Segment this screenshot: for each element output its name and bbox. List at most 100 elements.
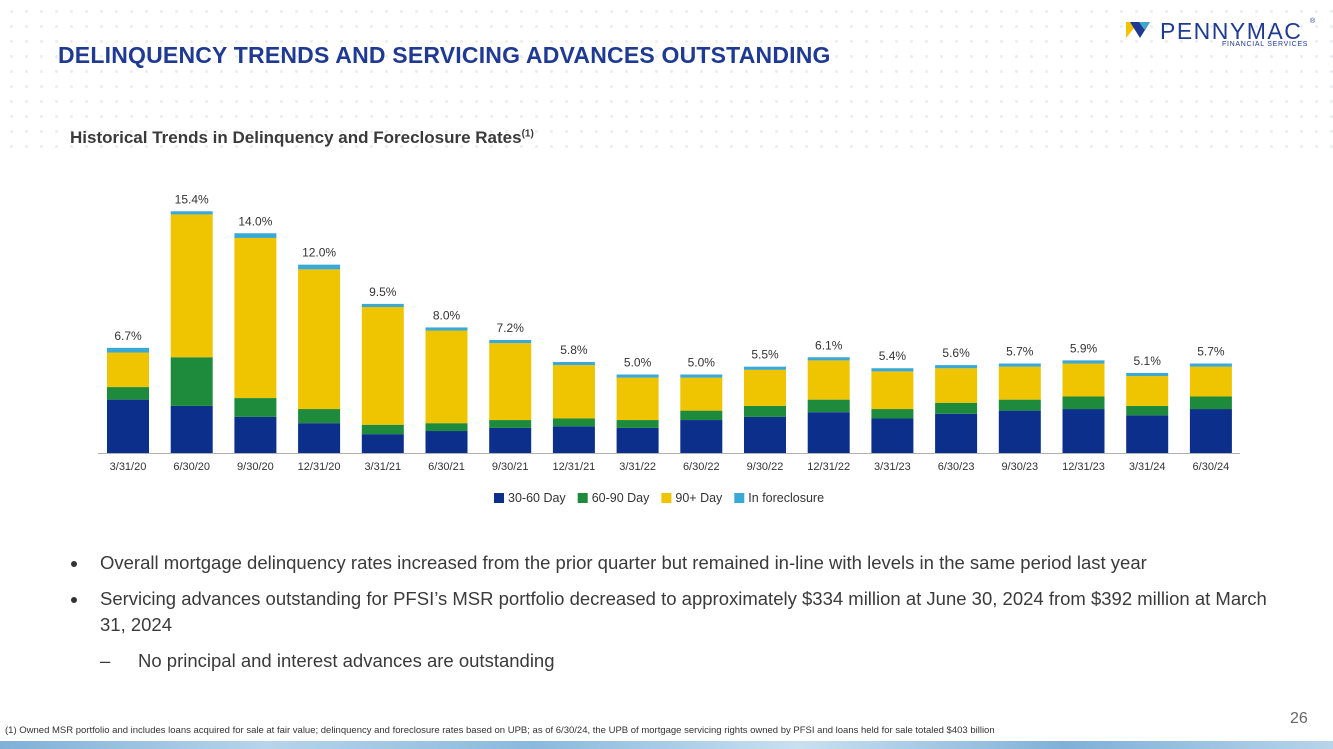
chart-subtitle-text: Historical Trends in Delinquency and For…	[70, 128, 522, 147]
bar-segment-30-60-day-5	[425, 431, 468, 453]
x-tick-label: 6/30/23	[938, 461, 975, 473]
bottom-decorative-band	[0, 741, 1333, 749]
page-number: 26	[1290, 710, 1308, 727]
bullet-item: Servicing advances outstanding for PFSI’…	[70, 586, 1290, 638]
bar-total-label: 9.5%	[369, 285, 397, 299]
x-tick-label: 12/31/21	[552, 461, 595, 473]
legend-label: In foreclosure	[748, 491, 824, 505]
logo-subtext: FINANCIAL SERVICES	[1222, 41, 1309, 48]
bar-total-label: 5.8%	[560, 343, 588, 357]
bar-segment-60-90-day-16	[1126, 405, 1169, 416]
bar-segment-30-60-day-6	[489, 427, 532, 453]
x-tick-label: 6/30/20	[173, 461, 210, 473]
x-tick-label: 6/30/24	[1193, 461, 1230, 473]
bar-segment-90-day-11	[807, 360, 850, 400]
bar-total-label: 6.1%	[815, 338, 843, 352]
bar-segment-90-day-13	[935, 368, 978, 403]
legend-swatch	[577, 493, 588, 503]
bar-segment-in-foreclosure-16	[1126, 372, 1169, 377]
bar-segment-90-day-14	[998, 366, 1041, 400]
bar-segment-60-90-day-4	[361, 424, 404, 435]
chart-subtitle: Historical Trends in Delinquency and For…	[70, 128, 534, 148]
x-tick-label: 3/31/23	[874, 461, 911, 473]
bar-segment-in-foreclosure-5	[425, 327, 468, 331]
bar-segment-in-foreclosure-11	[807, 357, 850, 361]
bar-segment-60-90-day-15	[1062, 396, 1105, 410]
bar-segment-60-90-day-11	[807, 399, 850, 413]
bar-segment-in-foreclosure-4	[361, 303, 404, 308]
bar-total-label: 5.0%	[624, 356, 652, 370]
bar-segment-30-60-day-15	[1062, 409, 1105, 453]
bar-segment-60-90-day-12	[871, 409, 914, 419]
bar-segment-30-60-day-2	[234, 416, 277, 453]
sub-bullet-text: No principal and interest advances are o…	[138, 650, 555, 671]
bar-segment-30-60-day-16	[1126, 415, 1169, 453]
bar-segment-in-foreclosure-9	[680, 374, 723, 378]
bar-total-label: 5.9%	[1070, 341, 1098, 355]
bar-segment-90-day-0	[107, 352, 149, 388]
bar-segment-30-60-day-0	[107, 399, 149, 453]
x-tick-label: 9/30/22	[747, 461, 784, 473]
sub-bullet-item: – No principal and interest advances are …	[70, 648, 1290, 674]
x-tick-label: 12/31/22	[807, 461, 850, 473]
legend-label: 60-90 Day	[592, 491, 650, 505]
x-tick-label: 9/30/21	[492, 461, 529, 473]
logo-registered-mark: ®	[1310, 18, 1316, 25]
bar-segment-90-day-4	[361, 307, 404, 425]
bar-segment-90-day-2	[234, 237, 277, 399]
bar-segment-in-foreclosure-1	[170, 211, 213, 215]
bar-segment-30-60-day-13	[935, 413, 978, 453]
bar-total-label: 6.7%	[114, 329, 142, 343]
bar-segment-90-day-17	[1189, 366, 1232, 397]
bar-segment-60-90-day-6	[489, 420, 532, 428]
background-dot-pattern	[0, 0, 1333, 160]
bar-segment-60-90-day-5	[425, 423, 468, 432]
bar-segment-60-90-day-8	[616, 420, 659, 428]
bullet-item: Overall mortgage delinquency rates incre…	[70, 550, 1290, 576]
bar-segment-30-60-day-12	[871, 418, 914, 453]
x-tick-label: 3/31/22	[619, 461, 656, 473]
bar-segment-in-foreclosure-8	[616, 374, 659, 378]
bar-segment-in-foreclosure-10	[744, 366, 786, 370]
bar-total-label: 5.7%	[1197, 345, 1225, 359]
bar-segment-60-90-day-17	[1189, 396, 1232, 410]
delinquency-chart: 6.7% 3/31/20 15.4% 6/30/20 14.0% 9/30/20 12.0%…	[98, 192, 1240, 505]
x-tick-label: 9/30/20	[237, 461, 274, 473]
bar-segment-60-90-day-2	[234, 398, 277, 417]
x-tick-label: 6/30/21	[428, 461, 465, 473]
bar-segment-90-day-5	[425, 330, 468, 424]
bar-segment-60-90-day-1	[170, 357, 213, 406]
sub-bullet-dash: –	[100, 650, 111, 671]
bar-segment-90-day-16	[1126, 376, 1169, 406]
bar-segment-60-90-day-7	[552, 418, 595, 427]
bar-segment-in-foreclosure-7	[552, 361, 595, 366]
bar-segment-in-foreclosure-0	[107, 347, 149, 353]
bar-total-label: 14.0%	[238, 214, 272, 228]
x-tick-label: 12/31/20	[298, 461, 341, 473]
bar-segment-90-day-7	[552, 365, 595, 419]
bullet-dot-icon	[71, 561, 77, 567]
bar-segment-90-day-12	[871, 371, 914, 410]
bar-segment-60-90-day-0	[107, 387, 149, 400]
bar-segment-90-day-6	[489, 343, 532, 421]
bar-segment-30-60-day-1	[170, 405, 213, 453]
bar-total-label: 5.6%	[942, 346, 970, 360]
footnote: (1) Owned MSR portfolio and includes loa…	[5, 725, 995, 736]
bar-segment-90-day-8	[616, 377, 659, 421]
bar-total-label: 7.2%	[497, 321, 525, 335]
bar-segment-30-60-day-3	[298, 423, 341, 453]
bar-total-label: 5.4%	[879, 349, 907, 363]
bar-segment-60-90-day-13	[935, 402, 978, 414]
bullet-dot-icon	[71, 597, 77, 603]
bar-total-label: 5.7%	[1006, 345, 1034, 359]
bar-total-label: 12.0%	[302, 246, 336, 260]
bar-segment-60-90-day-9	[680, 410, 723, 421]
bar-segment-in-foreclosure-6	[489, 339, 532, 344]
bar-segment-60-90-day-10	[744, 405, 786, 417]
bar-segment-in-foreclosure-14	[998, 363, 1041, 367]
bullet-text: Overall mortgage delinquency rates incre…	[100, 552, 1147, 573]
bar-total-label: 5.5%	[751, 348, 779, 362]
bar-total-label: 8.0%	[433, 308, 461, 322]
bar-segment-90-day-10	[744, 369, 786, 406]
legend-label: 90+ Day	[675, 491, 723, 505]
